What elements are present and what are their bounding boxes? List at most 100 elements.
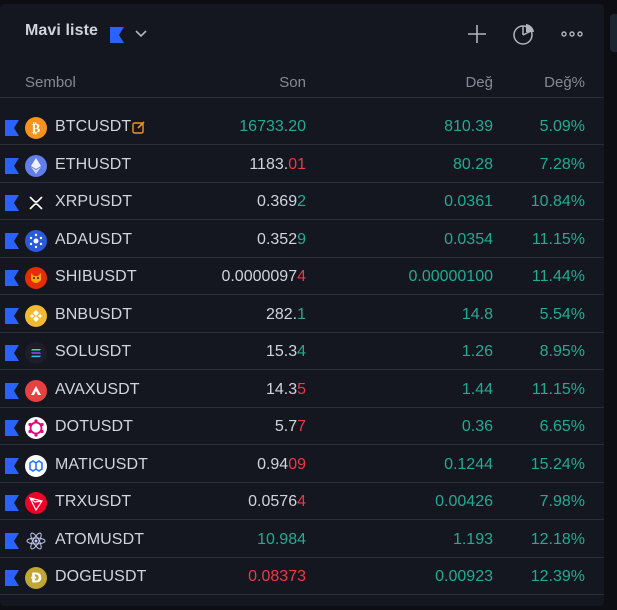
symbol-label: BTCUSDT [55,118,132,135]
change-value: 810.39 [444,118,493,135]
last-price: 0.08373 [248,568,306,585]
more-icon[interactable] [560,22,584,46]
flag-icon[interactable] [5,570,19,586]
right-panel-strip [606,0,617,610]
xrp-icon [25,192,47,214]
change-percent: 11.44% [531,268,585,285]
avalanche-icon [25,379,47,402]
column-header-change[interactable]: Değ [465,74,493,91]
change-value: 1.193 [452,530,493,548]
watchlist-row-atomusdt[interactable]: ATOMUSDT 10.984 1.193 12.18% [0,521,604,558]
symbol-label: AVAXUSDT [55,380,140,398]
flag-icon[interactable] [5,120,19,136]
row-divider [0,481,604,483]
change-percent: 11.15% [531,380,585,398]
last-price: 0.3692 [257,193,306,210]
last-price: 10.984 [257,530,306,548]
flag-icon [110,27,124,43]
edit-icon[interactable] [132,120,146,134]
symbol-label: XRPUSDT [55,193,133,210]
change-percent: 11.15% [531,230,585,248]
change-value: 0.00426 [435,493,493,510]
ethereum-icon [25,154,47,177]
row-divider [0,594,604,595]
bnb-icon [25,304,47,327]
header-divider [0,97,604,98]
flag-icon[interactable] [5,457,19,474]
row-divider [0,444,604,445]
chevron-down-icon[interactable] [135,29,147,39]
last-price: 16733.20 [239,118,306,135]
shiba-icon [25,267,47,289]
symbol-label: ETHUSDT [55,155,132,173]
watchlist-row-ethusdt[interactable]: ETHUSDT 1183.01 80.28 7.28% [0,146,604,183]
watchlist-row-trxusdt[interactable]: TRXUSDT 0.05764 0.00426 7.98% [0,483,604,520]
row-divider [0,406,604,408]
side-tab[interactable] [610,14,617,52]
column-header-change-pct[interactable]: Değ% [544,74,585,91]
watchlist-row-dotusdt[interactable]: DOTUSDT 5.77 0.36 6.65% [0,408,604,445]
change-percent: 7.28% [539,155,585,173]
change-percent: 5.09% [539,118,585,135]
change-value: 1.26 [461,343,493,360]
column-header-symbol[interactable]: Sembol [25,74,76,91]
last-price: 15.34 [265,343,306,360]
flag-icon[interactable] [5,420,19,436]
watchlist-row-dogeusdt[interactable]: Ð DOGEUSDT 0.08373 0.00923 12.39% [0,558,604,595]
flag-icon[interactable] [5,307,19,324]
last-price: 0.00000974 [221,268,306,285]
watchlist-row-maticusdt[interactable]: MATICUSDT 0.9409 0.1244 15.24% [0,446,604,483]
watchlist-row-adausdt[interactable]: ADAUSDT 0.3529 0.0354 11.15% [0,221,604,258]
watchlist-row-xrpusdt[interactable]: XRPUSDT 0.3692 0.0361 10.84% [0,183,604,220]
last-price: 1183.01 [249,155,306,173]
change-percent: 8.95% [539,343,585,360]
watchlist-row-bnbusdt[interactable]: BNBUSDT 282.1 14.8 5.54% [0,296,604,333]
last-price: 282.1 [265,305,306,323]
symbol-label: SOLUSDT [55,343,132,360]
plus-icon[interactable] [465,22,489,46]
flag-icon[interactable] [5,232,19,249]
change-percent: 5.54% [539,305,585,323]
polkadot-icon [25,417,47,439]
row-divider [0,519,604,520]
symbol-label: DOTUSDT [55,418,134,435]
flag-icon[interactable] [5,382,19,399]
watchlist-panel: Mavi liste Sembol Son Değ Değ% ₿ BTCUSDT 1… [0,4,604,606]
row-divider [0,219,604,220]
cosmos-icon [25,529,47,552]
watchlist-title[interactable]: Mavi liste [25,22,99,39]
flag-icon[interactable] [5,345,19,361]
column-header-last[interactable]: Son [279,74,306,91]
watchlist-row-btcusdt[interactable]: ₿ BTCUSDT 16733.20 810.39 5.09% [0,108,604,145]
bitcoin-icon: ₿ [25,117,47,139]
flag-icon[interactable] [5,270,19,286]
watchlist-row-avaxusdt[interactable]: AVAXUSDT 14.35 1.44 11.15% [0,371,604,408]
row-divider [0,556,604,558]
change-value: 0.36 [461,418,493,435]
symbol-label: MATICUSDT [55,455,149,473]
svg-text:₿: ₿ [32,122,41,137]
change-value: 0.00923 [435,568,493,585]
row-divider [0,369,604,370]
change-value: 80.28 [452,155,493,173]
flag-icon[interactable] [5,195,19,211]
polygon-icon [25,454,47,477]
row-divider [0,144,604,145]
symbol-label: DOGEUSDT [55,568,147,585]
watchlist-row-solusdt[interactable]: SOLUSDT 15.34 1.26 8.95% [0,333,604,370]
last-price: 0.9409 [257,455,306,473]
change-percent: 12.18% [530,530,585,548]
watchlist-row-shibusdt[interactable]: SHIBUSDT 0.00000974 0.00000100 11.44% [0,258,604,295]
flag-icon[interactable] [5,532,19,549]
solana-icon [25,342,47,364]
watchlist-header: Mavi liste [0,4,604,60]
flag-icon[interactable] [5,157,19,174]
change-percent: 15.24% [530,455,585,473]
flag-icon[interactable] [5,495,19,511]
svg-text:Ð: Ð [31,572,42,587]
dogecoin-icon: Ð [25,567,47,589]
last-price: 14.35 [265,380,306,398]
pie-chart-icon[interactable] [512,22,536,46]
tron-icon [25,492,47,514]
change-value: 0.00000100 [408,268,493,285]
